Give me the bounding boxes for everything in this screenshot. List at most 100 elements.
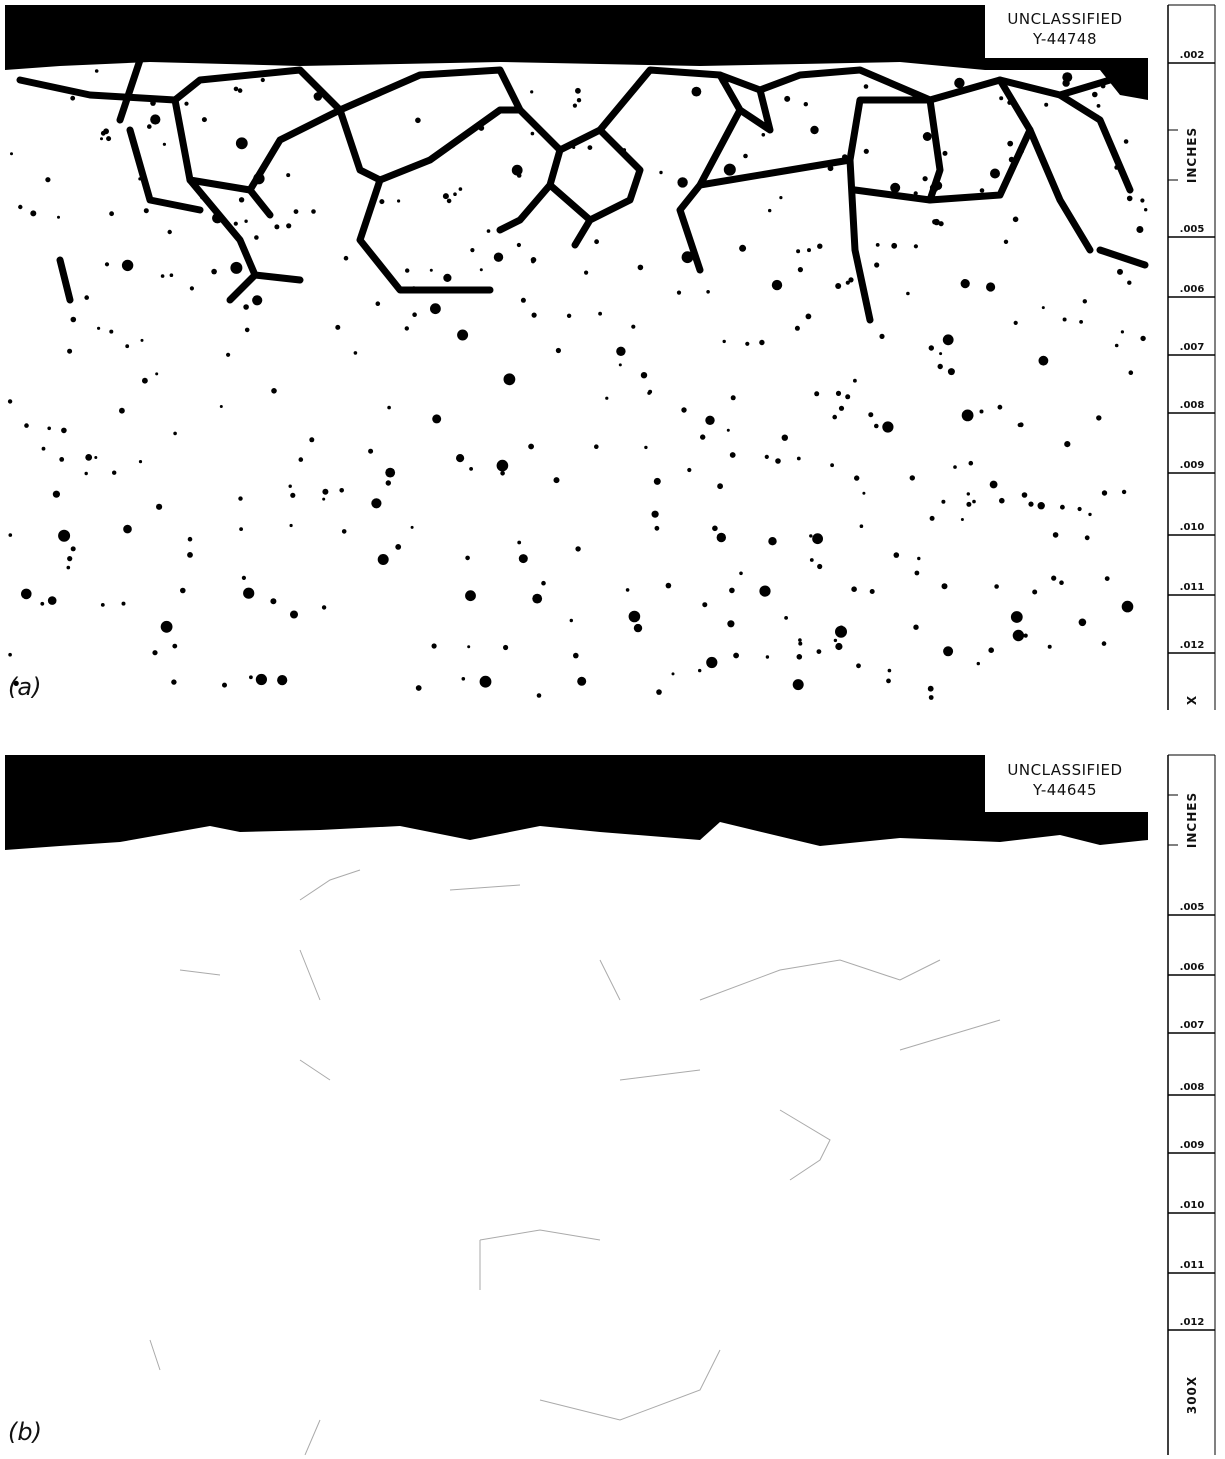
inclusion <box>972 499 976 504</box>
inclusion <box>845 280 850 285</box>
inclusion <box>680 69 685 74</box>
inclusion <box>97 326 101 330</box>
inclusion <box>1038 355 1049 366</box>
inclusion <box>745 341 750 346</box>
inclusion <box>640 372 648 379</box>
inclusion <box>906 291 910 296</box>
inclusion <box>796 654 803 660</box>
inclusion <box>1121 489 1127 495</box>
magnification: X <box>1185 695 1199 705</box>
inclusion <box>651 510 659 518</box>
inclusion <box>988 647 994 653</box>
inclusion <box>184 101 189 106</box>
inclusion <box>467 645 471 649</box>
inclusion <box>717 483 723 490</box>
inclusion <box>966 501 972 507</box>
inclusion <box>379 199 385 205</box>
inclusion <box>845 394 851 400</box>
inclusion <box>277 675 288 686</box>
inclusion <box>729 452 736 458</box>
inclusion <box>913 624 919 630</box>
grain-boundary <box>186 176 494 304</box>
scale-label: .012 <box>1180 640 1205 651</box>
inclusion <box>339 488 345 493</box>
inclusion <box>573 652 579 659</box>
scale-label: .002 <box>1180 50 1205 61</box>
inclusion <box>648 389 653 394</box>
inclusion <box>809 558 814 562</box>
inclusion <box>743 153 748 159</box>
inclusion <box>1028 501 1034 507</box>
inclusion <box>503 373 516 386</box>
inclusion <box>1059 580 1064 585</box>
inclusion <box>622 148 627 152</box>
inclusion <box>594 239 599 245</box>
inclusion <box>493 252 504 262</box>
inclusion <box>775 458 781 464</box>
inclusion <box>929 183 939 193</box>
inclusion <box>759 339 765 346</box>
inclusion <box>893 552 900 558</box>
inclusion <box>732 78 737 83</box>
inclusion <box>528 443 534 450</box>
inclusion <box>341 529 347 534</box>
inclusion <box>659 170 663 175</box>
inclusion <box>446 198 452 204</box>
inclusion <box>555 347 562 354</box>
inclusion <box>143 208 149 214</box>
inclusion <box>853 378 857 383</box>
inclusion <box>443 273 452 282</box>
inclusion <box>654 525 660 531</box>
stamp-id: Y-44645 <box>1032 781 1097 799</box>
inclusion <box>833 638 838 643</box>
inclusion <box>665 582 672 589</box>
inclusion <box>553 477 560 484</box>
scale-label: .005 <box>1180 224 1205 235</box>
inclusion <box>238 197 245 203</box>
inclusion <box>705 415 715 425</box>
inclusion <box>863 148 869 154</box>
inclusion <box>768 208 772 213</box>
inclusion <box>882 421 894 433</box>
inclusion <box>243 587 255 599</box>
inclusion <box>605 396 609 400</box>
inclusion <box>726 428 730 432</box>
faint-boundary <box>149 869 1001 1456</box>
inclusion <box>142 377 148 384</box>
scale-label: .005 <box>1180 902 1205 913</box>
inclusion <box>335 324 341 330</box>
inclusion <box>496 459 509 472</box>
inclusion <box>160 620 173 633</box>
panel-label: (b) <box>8 1418 42 1446</box>
inclusion <box>886 678 891 684</box>
inclusion <box>817 243 823 249</box>
inclusion <box>212 206 217 211</box>
inclusion <box>729 587 735 594</box>
inclusion <box>584 270 589 275</box>
inclusion <box>293 209 299 215</box>
inclusion <box>244 219 248 223</box>
inclusion <box>368 448 374 454</box>
inclusion <box>311 209 316 214</box>
inclusion <box>854 475 860 481</box>
inclusion <box>290 610 298 619</box>
inclusion <box>784 95 791 102</box>
inclusion <box>779 196 783 200</box>
panel-label: (a) <box>8 673 41 701</box>
inclusion <box>618 363 622 367</box>
scale-label: .010 <box>1180 1200 1205 1211</box>
inclusion <box>520 297 526 303</box>
inclusion <box>722 339 726 344</box>
inclusion <box>677 177 688 188</box>
inclusion <box>255 673 267 686</box>
inclusion <box>698 668 702 673</box>
inclusion <box>340 118 344 123</box>
inclusion <box>322 497 326 501</box>
inclusion <box>146 197 151 201</box>
inclusion <box>999 96 1004 101</box>
inclusion <box>859 524 864 528</box>
inclusion <box>838 405 845 411</box>
inclusion <box>628 610 641 623</box>
inclusion <box>461 677 466 681</box>
inclusion <box>814 391 820 397</box>
